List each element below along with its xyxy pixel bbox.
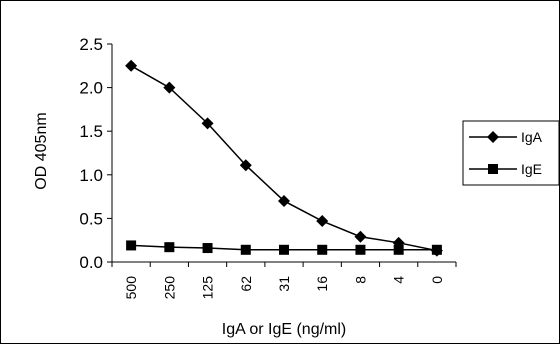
- y-tick-label: 2.0: [79, 79, 103, 98]
- data-point-ige: [164, 242, 175, 253]
- data-point-iga: [239, 159, 252, 172]
- data-point-iga: [278, 194, 290, 207]
- x-tick-label: 16: [314, 276, 330, 292]
- x-tick-label: 500: [123, 276, 139, 300]
- data-point-ige: [279, 244, 289, 255]
- data-point-ige: [431, 244, 442, 255]
- series-line-iga: [130, 65, 438, 252]
- x-tick-label: 125: [200, 276, 216, 300]
- data-point-iga: [316, 215, 329, 228]
- data-point-ige: [126, 240, 137, 251]
- series-layer: [125, 59, 443, 257]
- data-point-iga: [163, 81, 176, 94]
- data-point-ige: [202, 243, 213, 254]
- x-tick-label: 0: [429, 276, 445, 284]
- legend-label-iga: IgA: [521, 129, 543, 145]
- y-axis-title: OD 405nm: [33, 112, 50, 189]
- y-tick-label: 0.5: [79, 209, 103, 228]
- x-tick-label: 31: [276, 276, 292, 292]
- x-tick-label: 62: [238, 276, 254, 292]
- x-tick-label: 250: [161, 276, 177, 300]
- x-axis-title: IgA or IgE (ng/ml): [222, 321, 347, 338]
- data-point-iga: [201, 117, 214, 130]
- data-point-iga: [125, 59, 138, 72]
- data-point-ige: [355, 244, 366, 255]
- y-tick-label: 1.0: [79, 166, 103, 185]
- data-point-ige: [393, 244, 404, 255]
- x-tick-label: 4: [391, 276, 407, 284]
- legend-marker-iga: [487, 131, 499, 143]
- legend: IgA IgE: [462, 120, 560, 186]
- data-point-ige: [240, 244, 251, 255]
- data-point-iga: [354, 230, 367, 243]
- legend-label-ige: IgE: [521, 161, 542, 177]
- y-tick-label: 0.0: [79, 253, 103, 272]
- y-tick-label: 1.5: [79, 122, 103, 141]
- y-tick-label: 2.5: [79, 35, 103, 54]
- plot-area: 0.0 0.5 1.0 1.5 2.0 2.5 500 250 125 62 31 16 8 4 0: [79, 35, 457, 300]
- x-tick-label: 8: [352, 276, 368, 284]
- legend-box: [462, 120, 560, 186]
- legend-marker-ige: [488, 164, 498, 174]
- data-point-ige: [317, 244, 328, 255]
